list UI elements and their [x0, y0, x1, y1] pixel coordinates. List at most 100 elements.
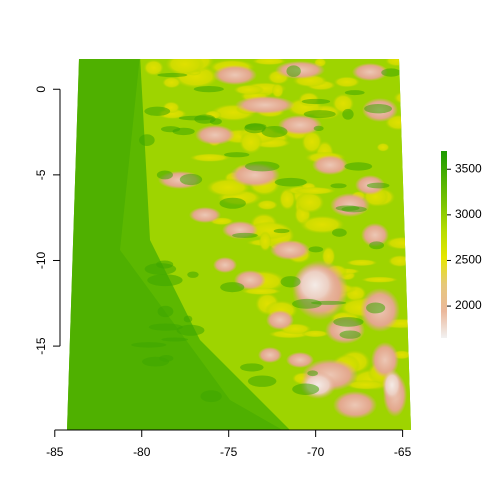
green-streak [220, 282, 245, 293]
green-streak [330, 183, 347, 189]
low-elevation-patch [330, 193, 370, 217]
green-streak [232, 232, 258, 239]
yellow-patch [162, 76, 181, 89]
green-streak [139, 134, 155, 146]
green-streak [344, 162, 373, 171]
yellow-patch [143, 59, 164, 76]
green-streak [219, 197, 246, 209]
green-streak [366, 182, 390, 189]
green-streak [159, 354, 174, 362]
yellow-patch [332, 93, 355, 114]
green-streak [157, 72, 188, 78]
yellow-patch [252, 59, 287, 66]
green-streak [332, 228, 347, 237]
low-elevation-patch [235, 96, 295, 114]
green-streak [286, 65, 301, 77]
legend-tick-label: 2500 [455, 253, 482, 267]
low-elevation-patch [213, 65, 257, 85]
yellow-patch [295, 191, 325, 214]
yellow-patch [293, 186, 336, 195]
legend-tick-label: 3500 [455, 161, 482, 175]
low-elevation-patch [195, 125, 235, 145]
elevation-raster [67, 59, 411, 430]
green-streak [147, 274, 183, 287]
green-streak [187, 271, 199, 278]
x-tick-label: -65 [394, 445, 412, 459]
color-legend: 2000 2500 3000 3500 [441, 151, 482, 338]
green-streak [261, 125, 288, 138]
legend-ticks: 2000 2500 3000 3500 [447, 161, 482, 312]
green-streak [157, 305, 174, 318]
green-streak [193, 85, 224, 93]
low-elevation-patch [352, 63, 388, 81]
low-elevation-patch [361, 223, 389, 247]
green-streak [341, 206, 367, 213]
yellow-patch [393, 90, 411, 105]
green-streak [240, 363, 264, 372]
yellow-patch [299, 215, 345, 234]
yellow-patch [258, 231, 272, 252]
lowest-elevation-patch [382, 369, 402, 401]
yellow-patch [256, 199, 278, 211]
green-streak [131, 342, 167, 348]
yellow-patch [247, 221, 292, 240]
yellow-patch [239, 131, 263, 154]
legend-tick-label: 2000 [455, 298, 482, 312]
y-tick-label: -5 [34, 169, 48, 180]
legend-colorbar [441, 151, 447, 338]
green-streak [369, 241, 385, 250]
x-tick-label: -75 [220, 445, 238, 459]
low-elevation-patch [286, 352, 314, 368]
low-elevation-patch [189, 207, 221, 223]
yellow-patch [189, 153, 231, 162]
green-streak [247, 375, 277, 387]
green-streak [183, 315, 193, 323]
green-streak [244, 123, 266, 134]
green-streak [339, 330, 361, 339]
yellow-patch [233, 84, 265, 95]
green-streak [303, 110, 336, 119]
low-elevation-patch [278, 115, 322, 135]
green-streak [381, 68, 401, 77]
green-streak [156, 170, 173, 180]
green-streak [301, 98, 331, 105]
y-tick-label: -15 [34, 337, 48, 355]
y-axis: 0 -5 -10 -15 [34, 86, 61, 355]
green-streak [144, 263, 177, 275]
yellow-patch [345, 379, 386, 390]
y-tick-label: -10 [34, 251, 48, 269]
low-elevation-patch [213, 257, 237, 273]
green-streak [172, 127, 195, 136]
yellow-patch [376, 142, 390, 152]
green-streak [176, 324, 205, 336]
green-streak [244, 161, 280, 172]
yellow-patch [333, 76, 361, 88]
low-elevation-patch [270, 240, 310, 260]
green-streak [333, 317, 364, 327]
x-tick-label: -70 [307, 445, 325, 459]
green-streak [144, 106, 171, 116]
green-streak [307, 370, 318, 377]
green-streak [292, 298, 322, 309]
low-elevation-patch [333, 391, 377, 419]
yellow-patch [165, 59, 205, 76]
yellow-patch [346, 259, 378, 267]
green-streak [344, 90, 365, 96]
yellow-patch [388, 255, 411, 268]
yellow-patch [385, 236, 411, 250]
green-streak [366, 302, 386, 314]
green-streak [292, 383, 320, 395]
green-streak [148, 323, 183, 331]
green-streak [194, 114, 216, 124]
yellow-patch [301, 130, 323, 154]
yellow-patch [385, 59, 409, 67]
yellow-patch [271, 83, 284, 99]
x-axis: -85 -80 -75 -70 -65 [46, 429, 412, 459]
green-streak [273, 228, 290, 234]
green-streak [313, 125, 324, 132]
lowest-elevation-patch [293, 263, 337, 307]
green-streak [342, 108, 354, 120]
green-streak [161, 337, 189, 342]
legend-tick-label: 3000 [455, 207, 482, 221]
